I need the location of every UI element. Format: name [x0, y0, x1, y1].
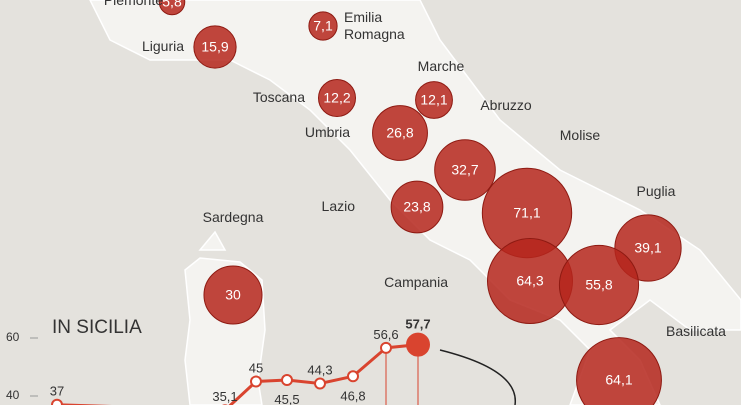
- region-label: Umbria: [304, 124, 350, 140]
- value-label: 44,3: [307, 363, 332, 378]
- bubble-value: 64,3: [516, 273, 543, 289]
- bubble-value: 15,9: [201, 39, 228, 55]
- value-label: 45,5: [274, 392, 299, 405]
- bubble-value: 7,1: [313, 18, 333, 34]
- line: [56, 343, 419, 405]
- bubble: [308, 11, 338, 41]
- bubble-value: 64,1: [605, 372, 632, 388]
- y-tick-label: 40: [6, 388, 20, 402]
- bubble: [203, 265, 263, 325]
- bubble: [193, 25, 237, 69]
- value-label: 37: [50, 384, 64, 399]
- region-label: Toscana: [252, 89, 305, 105]
- value-label: 57,7: [405, 317, 430, 332]
- bubble-value: 12,2: [323, 90, 350, 106]
- point: [314, 377, 326, 390]
- bubble-value: 30: [225, 287, 241, 303]
- bubble: [372, 105, 428, 161]
- bubble-value: 55,8: [585, 277, 612, 293]
- point: [281, 374, 293, 387]
- bubble: [434, 139, 496, 201]
- point: [250, 375, 262, 388]
- point: [347, 370, 359, 383]
- bubble: [415, 81, 453, 119]
- bubble-value: 12,1: [420, 92, 447, 108]
- region-label: Liguria: [141, 38, 184, 54]
- value-label: 46,8: [340, 388, 365, 403]
- region-label: Emilia Romagna: [344, 9, 405, 42]
- bubble-value: 23,8: [403, 199, 430, 215]
- region-label: Molise: [559, 127, 601, 143]
- value-label: 56,6: [373, 327, 398, 342]
- chart-title: IN SICILIA: [52, 317, 142, 338]
- region-label: Piemonte: [103, 0, 163, 8]
- region-label: Puglia: [636, 183, 676, 199]
- bubble-value: 32,7: [451, 162, 478, 178]
- bubble: [317, 78, 357, 118]
- region-label: Abruzzo: [480, 97, 532, 113]
- y-tick-label: 60: [6, 330, 20, 344]
- region-label: Sardegna: [202, 209, 264, 225]
- bubble: [158, 0, 186, 16]
- point: [406, 332, 430, 357]
- region-label: Lazio: [321, 198, 355, 214]
- bubble: [558, 244, 640, 326]
- bubble: [390, 180, 444, 234]
- bubble-value: 71,1: [513, 205, 540, 221]
- bubble-value: 39,1: [634, 240, 661, 256]
- region-label: Marche: [417, 58, 465, 74]
- bubble-value: 5,8: [162, 0, 182, 10]
- point: [51, 398, 63, 405]
- value-label: 45: [249, 361, 263, 376]
- region-label: Basilicata: [666, 323, 726, 339]
- bubble-value: 26,8: [386, 125, 413, 141]
- region-label: Campania: [384, 274, 448, 290]
- bubble: [576, 337, 662, 405]
- connector: [439, 349, 516, 405]
- point: [380, 341, 392, 354]
- value-label: 35,1: [212, 389, 237, 404]
